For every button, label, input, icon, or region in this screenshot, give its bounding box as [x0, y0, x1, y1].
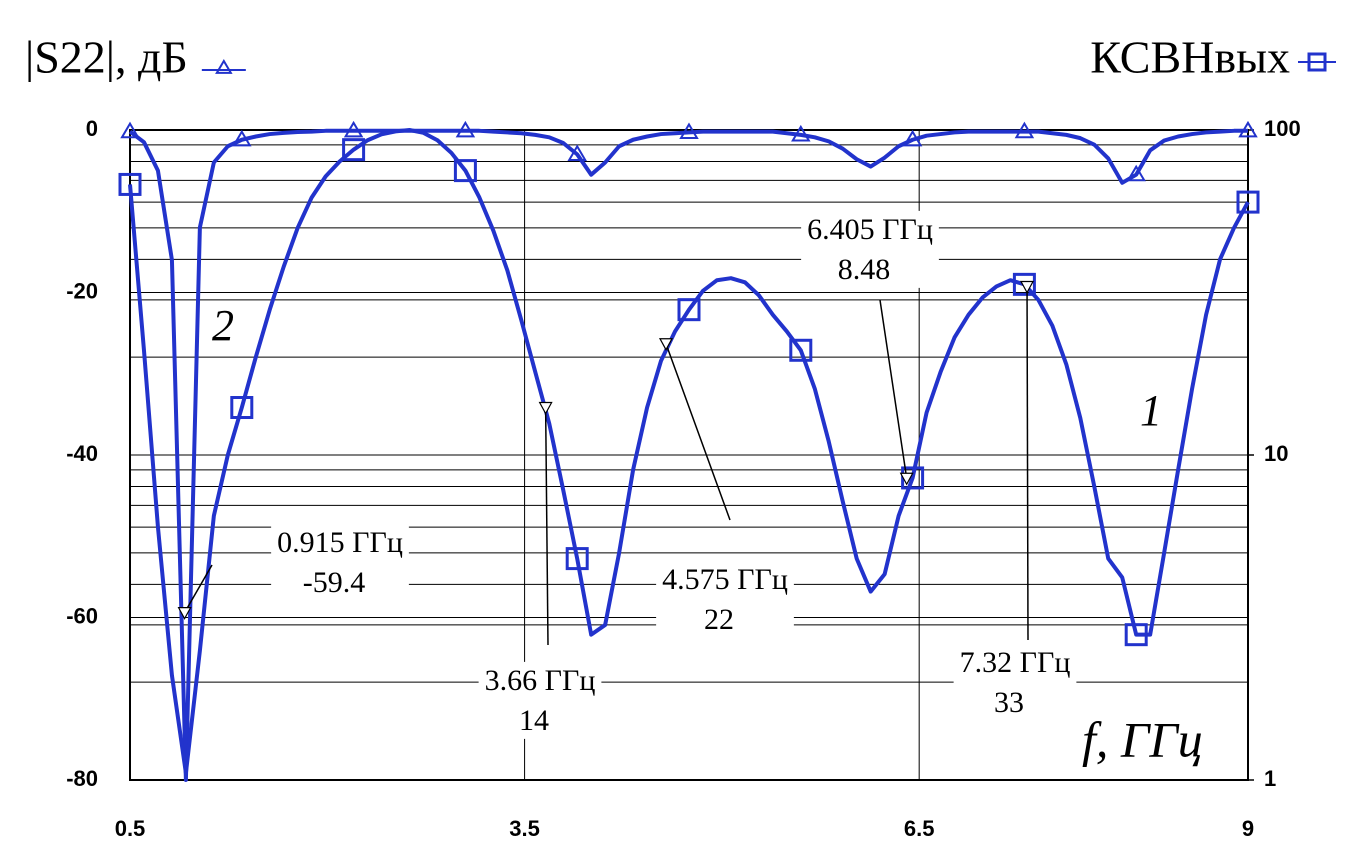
- marker-triangle: [120, 121, 140, 139]
- leader-line: [183, 564, 213, 613]
- y-tick-label: -60: [66, 603, 98, 628]
- marker-triangle: [455, 120, 476, 138]
- annotation-background: [656, 560, 794, 638]
- annotation-frequency: 3.66 ГГц: [485, 664, 596, 697]
- y2-tick-label: 100: [1264, 116, 1301, 141]
- marker-triangle: [232, 129, 252, 147]
- y-tick-label: -20: [66, 278, 98, 303]
- marker-triangle: [1126, 164, 1146, 182]
- curve-label: 2: [212, 301, 234, 350]
- marker-square: [453, 159, 477, 183]
- marker-triangle: [1014, 121, 1035, 139]
- plot: [118, 120, 1260, 782]
- marker-square: [1307, 52, 1327, 72]
- marker-triangle: [567, 144, 587, 161]
- annotation-frequency: 7.32 ГГц: [960, 646, 1071, 679]
- annotations: 0.915 ГГц -59.4 3.66 ГГц 14 4.575 ГГц 22 6.405…: [177, 210, 1077, 739]
- y-tick-label: 0: [86, 116, 98, 141]
- labels: 0 -20 -40 -60 -80 1 10 100 0.5 3.5 6.5 9 f, ГГц 2 1 |S2…: [25, 32, 1336, 841]
- curve-label: 1: [1140, 386, 1162, 435]
- annotation-value: 33: [994, 686, 1024, 719]
- y2-tick-label: 10: [1264, 441, 1288, 466]
- x-axis-label: f, ГГц: [1082, 711, 1203, 767]
- marker-square: [230, 396, 254, 420]
- marker-triangle: [343, 120, 364, 138]
- marker-triangle: [215, 59, 233, 74]
- marker-triangle: [679, 122, 699, 140]
- marker-triangle: [902, 129, 923, 147]
- annotation-background: [478, 661, 602, 739]
- annotation-marker: [1020, 280, 1035, 294]
- annotation-marker: [899, 472, 914, 486]
- annotation-value: 8.48: [838, 253, 891, 286]
- y-tick-label: -80: [66, 766, 98, 791]
- x-tick-label: 6.5: [904, 816, 935, 841]
- y2-tick-label: 1: [1264, 766, 1276, 791]
- annotation-background: [271, 523, 409, 601]
- x-label-background: [1078, 711, 1207, 768]
- leader-line: [1026, 286, 1029, 641]
- annotation-background: [801, 210, 939, 288]
- leader-line: [544, 407, 549, 646]
- y-tick-label: -40: [66, 441, 98, 466]
- annotation-value: 22: [704, 603, 734, 636]
- marker-triangle: [791, 124, 811, 142]
- marker-triangle: [1238, 120, 1258, 138]
- plot-frame: [129, 129, 1249, 781]
- annotation-frequency: 4.575 ГГц: [662, 563, 788, 596]
- x-tick-label: 0.5: [115, 816, 146, 841]
- marker-square: [342, 138, 366, 162]
- annotation-value: -59.4: [303, 566, 366, 599]
- annotation-marker: [658, 338, 673, 351]
- leader-line: [665, 343, 731, 521]
- annotation-marker: [177, 607, 192, 620]
- legend-label: КСВНвых: [1090, 32, 1290, 83]
- leader-line: [879, 299, 908, 479]
- annotation-frequency: 0.915 ГГц: [277, 526, 403, 559]
- x-tick-label: 3.5: [509, 816, 540, 841]
- series-line: [128, 128, 1248, 782]
- annotation-value: 14: [519, 704, 549, 737]
- marker-square: [789, 338, 813, 362]
- annotation-marker: [538, 401, 553, 415]
- series-line: [128, 128, 1250, 776]
- marker-square: [1012, 272, 1036, 296]
- marker-square: [1124, 623, 1148, 647]
- annotation-background: [953, 643, 1077, 721]
- legend-label: |S22|, дБ: [25, 32, 188, 83]
- annotation-frequency: 6.405 ГГц: [807, 213, 933, 246]
- marker-square: [565, 547, 589, 571]
- marker-square: [118, 172, 142, 196]
- marker-square: [1236, 190, 1260, 214]
- x-tick-label: 9: [1242, 816, 1254, 841]
- marker-square: [677, 298, 701, 322]
